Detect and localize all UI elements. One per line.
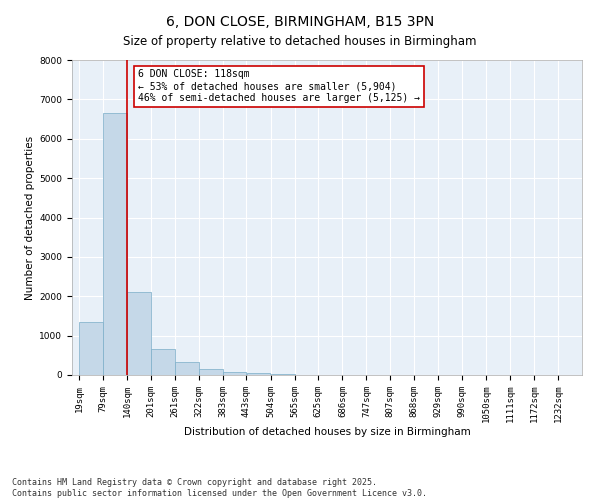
Y-axis label: Number of detached properties: Number of detached properties (25, 136, 35, 300)
Bar (151, 350, 175, 375)
Text: 6, DON CLOSE, BIRMINGHAM, B15 3PN: 6, DON CLOSE, BIRMINGHAM, B15 3PN (166, 15, 434, 29)
Bar (175, 362, 199, 375)
Bar (199, 369, 223, 375)
X-axis label: Distribution of detached houses by size in Birmingham: Distribution of detached houses by size … (184, 426, 470, 436)
Text: Size of property relative to detached houses in Birmingham: Size of property relative to detached ho… (123, 35, 477, 48)
Text: Contains HM Land Registry data © Crown copyright and database right 2025.
Contai: Contains HM Land Registry data © Crown c… (12, 478, 427, 498)
Bar (79, 322, 103, 375)
Bar (271, 374, 295, 375)
Bar (103, 113, 127, 375)
Bar (223, 372, 247, 375)
Bar (247, 374, 271, 375)
Bar (127, 292, 151, 375)
Text: 6 DON CLOSE: 118sqm
← 53% of detached houses are smaller (5,904)
46% of semi-det: 6 DON CLOSE: 118sqm ← 53% of detached ho… (139, 70, 420, 102)
